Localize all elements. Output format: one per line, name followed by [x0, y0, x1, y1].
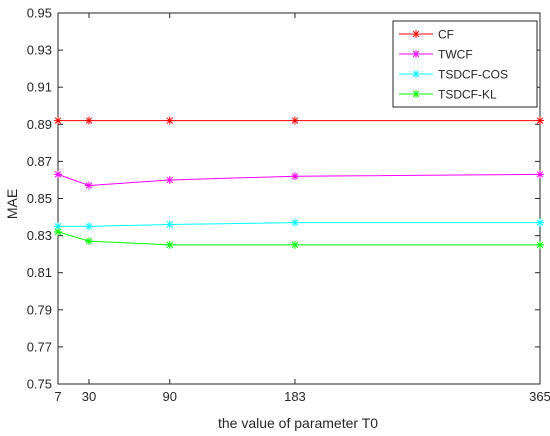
data-point-twcf [290, 172, 299, 181]
legend-label: TSDCF-COS [438, 68, 508, 82]
legend-label: TWCF [438, 48, 473, 62]
x-tick-label: 183 [284, 389, 306, 404]
data-point-twcf [54, 170, 62, 179]
legend-marker [412, 50, 420, 58]
y-tick-label: 0.85 [27, 191, 52, 206]
data-point-tsdcf-kl [84, 237, 93, 246]
data-point-tsdcf-kl [290, 240, 299, 249]
legend-item-tsdcf-cos: TSDCF-COS [399, 68, 508, 82]
data-point-twcf [84, 181, 93, 190]
series-twcf [54, 170, 544, 190]
y-tick-label: 0.95 [27, 6, 52, 21]
data-point-tsdcf-kl [54, 227, 62, 236]
y-tick-label: 0.89 [27, 117, 52, 132]
series-tsdcf-cos [54, 218, 544, 231]
data-point-cf [536, 116, 544, 125]
legend: CF TWCF TSDCF-COS TSDCF-KL [392, 20, 538, 108]
data-point-tsdcf-kl [165, 240, 174, 249]
legend-label: TSDCF-KL [438, 88, 497, 102]
legend-marker [412, 70, 420, 78]
legend-marker [412, 90, 420, 98]
y-tick-label: 0.81 [27, 265, 52, 280]
data-point-cf [84, 116, 93, 125]
legend-item-tsdcf-kl: TSDCF-KL [399, 88, 497, 102]
y-tick-label: 0.77 [27, 339, 52, 354]
y-tick-label: 0.79 [27, 302, 52, 317]
data-point-twcf [536, 170, 544, 179]
series-cf [54, 116, 544, 125]
legend-item-twcf: TWCF [399, 48, 473, 62]
legend-label: CF [438, 28, 454, 42]
data-point-cf [290, 116, 299, 125]
series-tsdcf-kl [54, 227, 544, 249]
series-layer [54, 116, 544, 249]
x-tick-label: 365 [529, 389, 550, 404]
x-tick-label: 7 [54, 389, 61, 404]
y-tick-label: 0.87 [27, 154, 52, 169]
legend-item-cf: CF [399, 28, 454, 42]
data-point-cf [165, 116, 174, 125]
data-point-twcf [165, 175, 174, 184]
data-point-cf [54, 116, 62, 125]
data-point-tsdcf-cos [165, 220, 174, 229]
legend-marker [412, 30, 420, 38]
x-tick-label: 90 [163, 389, 177, 404]
x-axis: 7 30 90 183 365 [54, 13, 550, 404]
data-point-tsdcf-cos [84, 222, 93, 231]
y-tick-label: 0.93 [27, 43, 52, 58]
x-axis-label: the value of parameter T0 [218, 415, 378, 431]
y-tick-label: 0.91 [27, 80, 52, 95]
y-axis-label: MAE [4, 189, 20, 219]
x-tick-label: 30 [82, 389, 96, 404]
data-point-tsdcf-kl [536, 240, 544, 249]
data-point-tsdcf-cos [290, 218, 299, 227]
y-tick-label: 0.75 [27, 377, 52, 392]
y-tick-label: 0.83 [27, 228, 52, 243]
data-point-tsdcf-cos [536, 218, 544, 227]
y-axis: 0.75 0.77 0.79 0.81 0.83 0.85 0.87 0.89 0.91 0.93… [27, 6, 540, 392]
